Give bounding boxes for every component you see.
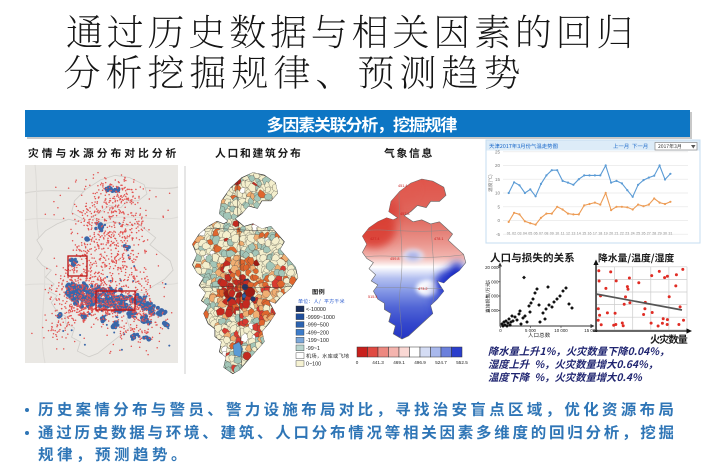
svg-text:10 000: 10 000 <box>485 294 499 299</box>
svg-text:524.7: 524.7 <box>435 360 447 365</box>
svg-text:07: 07 <box>539 232 543 236</box>
svg-text:16: 16 <box>588 232 592 236</box>
svg-text:10 000: 10 000 <box>554 328 568 333</box>
svg-text:23: 23 <box>625 232 629 236</box>
svg-text:5: 5 <box>497 204 500 209</box>
svg-text:-999~500: -999~500 <box>306 323 329 329</box>
svg-text:<-10000: <-10000 <box>306 307 326 313</box>
svg-text:-499~200: -499~200 <box>306 330 329 336</box>
svg-text:28: 28 <box>652 232 656 236</box>
svg-text:-9999~1000: -9999~1000 <box>306 315 335 321</box>
svg-text:451.4: 451.4 <box>398 184 408 188</box>
svg-text:29: 29 <box>658 232 662 236</box>
svg-text:13: 13 <box>571 232 575 236</box>
svg-text:09: 09 <box>550 232 554 236</box>
svg-text:17: 17 <box>593 232 597 236</box>
svg-text:20: 20 <box>495 163 501 168</box>
svg-text:469.1: 469.1 <box>393 360 405 365</box>
svg-text:15 000: 15 000 <box>584 328 598 333</box>
svg-text:457.8: 457.8 <box>400 212 410 216</box>
svg-text:30: 30 <box>663 232 667 236</box>
svg-text:25: 25 <box>636 232 640 236</box>
svg-text:24: 24 <box>631 232 635 236</box>
svg-text:02: 02 <box>512 232 516 236</box>
svg-text:0: 0 <box>497 218 500 223</box>
svg-text:441.3: 441.3 <box>372 360 384 365</box>
svg-text:-99~1: -99~1 <box>306 346 320 352</box>
svg-text:08: 08 <box>544 232 548 236</box>
svg-text:27: 27 <box>647 232 651 236</box>
svg-text:473.2: 473.2 <box>418 287 428 291</box>
svg-text:10: 10 <box>495 191 501 196</box>
svg-text:10: 10 <box>555 232 559 236</box>
svg-text:0~100: 0~100 <box>306 362 321 368</box>
svg-text:25: 25 <box>495 149 501 154</box>
svg-text:478.1: 478.1 <box>434 237 444 241</box>
svg-text:06: 06 <box>534 232 538 236</box>
svg-text:26: 26 <box>642 232 646 236</box>
svg-text:05: 05 <box>528 232 532 236</box>
svg-text:14: 14 <box>577 232 581 236</box>
svg-text:-5: -5 <box>496 232 500 237</box>
svg-text:21: 21 <box>615 232 619 236</box>
svg-text:5 000: 5 000 <box>525 328 537 333</box>
svg-text:496.9: 496.9 <box>414 360 426 365</box>
svg-text:22: 22 <box>620 232 624 236</box>
svg-text:0: 0 <box>356 360 359 365</box>
svg-text:20 000: 20 000 <box>485 265 499 270</box>
svg-text:12: 12 <box>566 232 570 236</box>
svg-text:552.5: 552.5 <box>456 360 468 365</box>
svg-text:04: 04 <box>523 232 527 236</box>
svg-text:515.4: 515.4 <box>368 295 378 299</box>
svg-text:15: 15 <box>582 232 586 236</box>
svg-text:0: 0 <box>499 328 502 333</box>
svg-text:15: 15 <box>495 177 501 182</box>
svg-text:01: 01 <box>507 232 511 236</box>
svg-text:20: 20 <box>609 232 613 236</box>
svg-text:19: 19 <box>604 232 608 236</box>
svg-text:31: 31 <box>668 232 672 236</box>
svg-text:03: 03 <box>518 232 522 236</box>
svg-text:11: 11 <box>561 232 565 236</box>
svg-text:427.4: 427.4 <box>370 237 380 241</box>
svg-text:18: 18 <box>598 232 602 236</box>
svg-text:5 000: 5 000 <box>488 308 500 313</box>
svg-text:459.8: 459.8 <box>390 257 400 261</box>
svg-text:15 000: 15 000 <box>485 279 499 284</box>
svg-text:-199~100: -199~100 <box>306 338 329 344</box>
